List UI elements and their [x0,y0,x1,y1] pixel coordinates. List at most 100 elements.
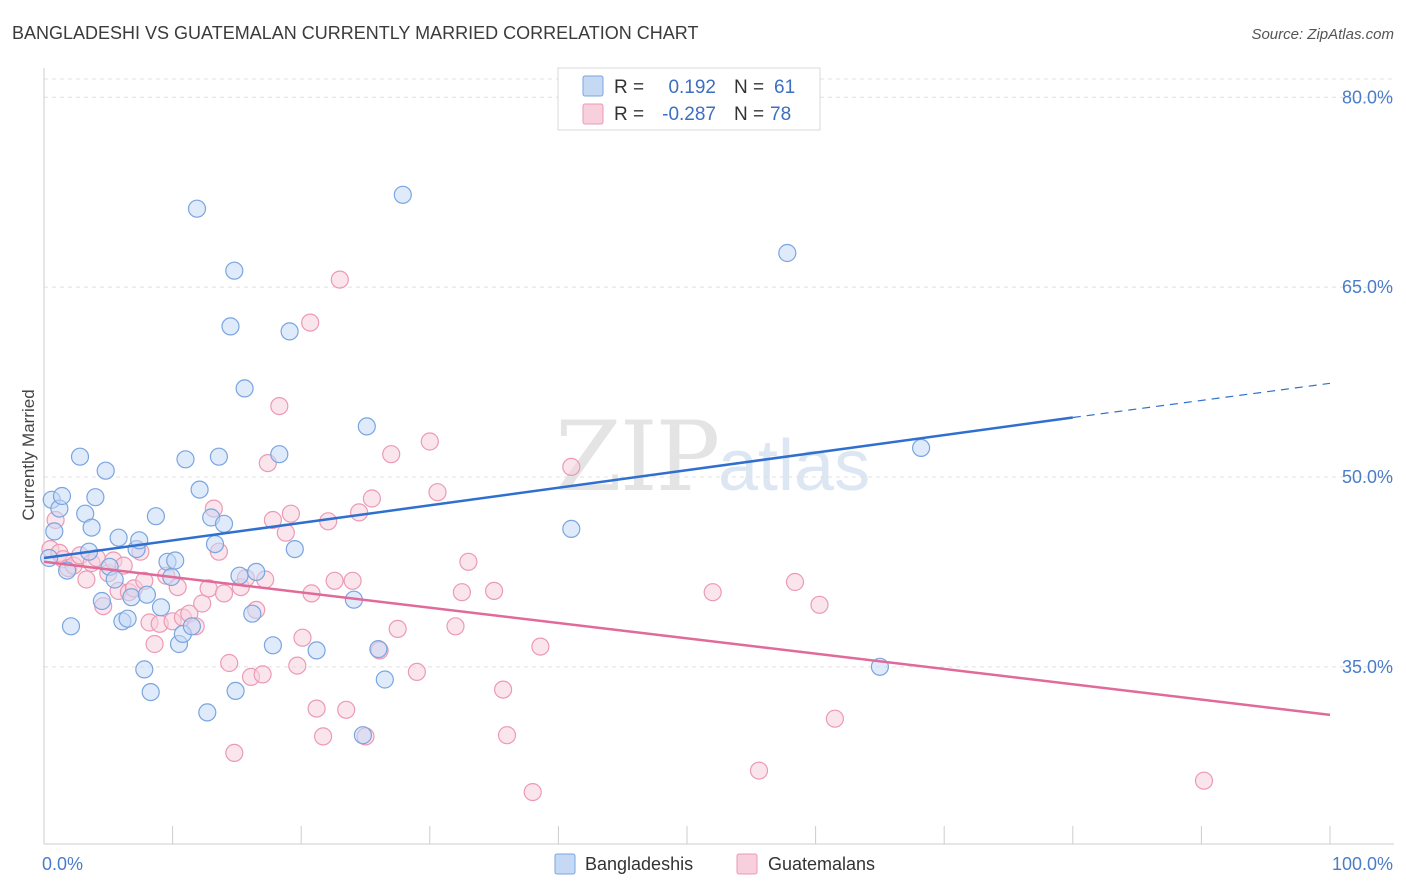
bangladeshi-point-36 [198,703,217,722]
bangladeshi-point-57 [393,185,412,204]
legend-n-label-guatemalans: N = [734,104,764,125]
bangladeshi-point-56 [375,670,394,689]
bangladeshi-point-46 [247,562,266,582]
watermark: ZIP atlas [555,401,870,513]
bottom-legend-swatch-bangladeshis [554,853,576,875]
guatemalan-point-28 [193,594,212,613]
legend-n-value-guatemalans: 78 [770,104,791,125]
y-tick-label-0: 35.0% [1342,657,1393,677]
bangladeshi-point-41 [221,317,240,336]
guatemalan-point-55 [350,503,369,522]
guatemalan-point-44 [281,504,300,523]
bangladeshi-point-19 [122,588,141,607]
guatemalan-point-41 [263,510,282,530]
x-tick-label-0: 0.0% [42,854,83,874]
bangladeshi-point-25 [146,507,165,526]
guatemalan-point-39 [253,665,272,684]
bangladeshi-point-48 [270,445,289,464]
bangladeshi-point-4 [52,486,72,506]
guatemalan-point-65 [452,583,471,602]
bangladeshi-point-18 [118,609,137,628]
x-tick-label-1: 100.0% [1332,854,1393,874]
guatemalan-point-67 [485,581,504,601]
trend-line-guatemalans [43,560,1331,717]
bangladeshi-point-59 [778,243,797,263]
guatemalan-point-63 [428,483,447,502]
guatemalan-point-77 [825,709,845,728]
bangladeshi-point-58 [562,519,581,539]
legend-r-label-guatemalans: R = [614,104,644,125]
guatemalan-point-61 [407,662,426,682]
guatemalan-point-42 [270,397,289,416]
x-tick-labels: 0.0% 100.0% [42,854,1393,874]
y-tick-labels: 35.0% 50.0% 65.0% 80.0% [1342,87,1393,677]
guatemalan-point-45 [288,656,307,675]
bangladeshi-point-40 [214,514,234,533]
bangladeshi-point-53 [353,726,372,745]
bangladeshi-point-11 [86,488,105,507]
guatemalan-point-51 [325,571,344,590]
bangladeshi-point-32 [176,450,195,469]
guatemalan-point-62 [420,432,439,451]
guatemalan-point-52 [330,270,349,289]
bangladeshi-point-29 [166,551,185,570]
bangladeshi-point-6 [61,617,81,636]
y-tick-label-1: 50.0% [1342,467,1393,487]
axes [43,68,1394,845]
trend-lines [43,382,1331,717]
y-tick-label-3: 80.0% [1342,87,1393,107]
bottom-legend-swatch-guatemalans [736,853,758,875]
bangladeshi-point-10 [82,518,101,537]
legend-n-value-bangladeshis: 61 [774,77,795,98]
trend-line-bangladeshis-extension [1072,382,1331,419]
guatemalan-point-71 [531,637,550,656]
guatemalan-point-68 [494,680,513,699]
bangladeshi-point-16 [109,528,128,547]
bangladeshi-point-54 [357,417,376,436]
guatemalan-point-76 [810,595,829,614]
bottom-legend-label-bangladeshis: Bangladeshis [585,854,693,874]
guatemalan-point-75 [785,572,805,592]
bangladeshi-point-50 [285,539,304,559]
bangladeshi-point-42 [225,261,244,280]
watermark-zip: ZIP [555,401,718,513]
guatemalan-point-64 [446,617,465,636]
bangladeshi-point-7 [70,447,90,466]
guatemalan-point-54 [343,571,362,590]
guatemalan-point-57 [362,489,381,508]
legend-r-value-guatemalans: -0.287 [662,104,716,125]
bangladeshi-point-45 [243,604,262,623]
bangladeshi-point-39 [209,447,228,466]
bangladeshi-point-61 [911,438,931,457]
bangladeshi-point-62 [226,681,245,701]
bangladeshi-point-24 [141,682,160,702]
series-legend: Bangladeshis Guatemalans [554,853,875,875]
bangladeshi-point-35 [190,480,209,499]
guatemalan-point-66 [459,552,478,571]
legend-r-label-bangladeshis: R = [614,77,644,98]
guatemalan-point-59 [382,445,401,464]
guatemalan-point-74 [749,761,769,780]
guatemalan-point-46 [293,628,312,647]
stats-legend: R = 0.192 N = 61 R = -0.287 N = 78 [557,67,821,131]
bangladeshi-point-13 [96,461,115,480]
guatemalan-point-53 [337,700,356,719]
bottom-legend-label-guatemalans: Guatemalans [768,854,875,874]
bangladeshi-point-26 [151,598,171,617]
y-tick-label-2: 65.0% [1342,277,1393,297]
guatemalan-point-32 [214,584,234,603]
y-axis-label: Currently Married [19,389,38,520]
bangladeshi-point-51 [307,641,326,660]
bangladeshi-point-34 [187,199,207,218]
guatemalan-point-70 [523,782,542,802]
guatemalan-point-60 [388,619,407,639]
guatemalan-point-50 [319,512,338,531]
legend-swatch-bangladeshis [582,75,604,97]
bangladeshi-point-23 [137,585,156,604]
chart-source: Source: ZipAtlas.com [1251,26,1394,43]
guatemalan-point-47 [301,313,320,332]
series-guatemalans-points [41,270,1214,802]
bangladeshi-point-5 [57,561,77,580]
legend-swatch-guatemalans [582,103,604,125]
